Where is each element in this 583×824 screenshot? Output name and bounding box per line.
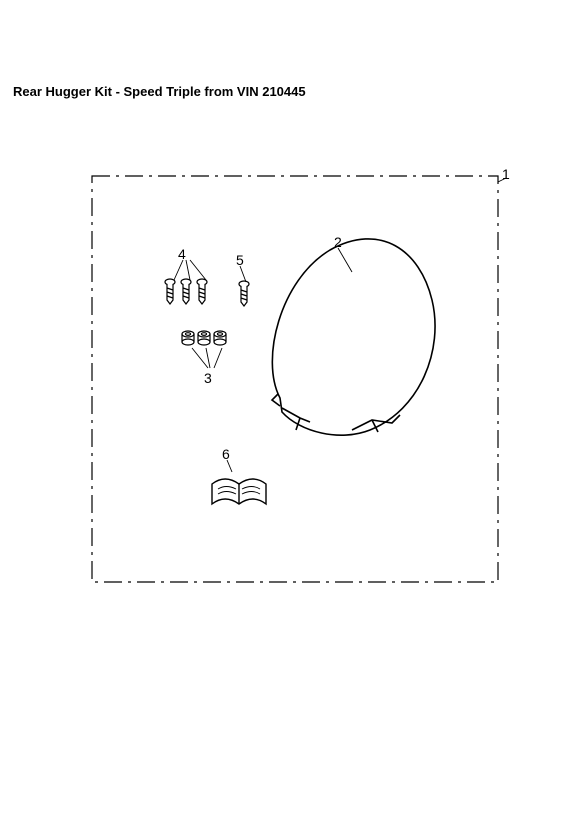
callout-5: 5 [236, 252, 244, 268]
diagram-svg [0, 0, 583, 824]
callout-6: 6 [222, 446, 230, 462]
callout-1: 1 [502, 166, 510, 182]
manual-icon [212, 479, 266, 504]
screw-icon [165, 279, 175, 304]
nut-icon [182, 331, 194, 345]
screw-item-5 [239, 281, 249, 306]
nut-icon [198, 331, 210, 345]
callout-3: 3 [204, 370, 212, 386]
nuts-group-3 [182, 331, 226, 345]
nut-icon [214, 331, 226, 345]
callout-2: 2 [334, 234, 342, 250]
screws-group-4 [165, 279, 207, 304]
callout-4: 4 [178, 246, 186, 262]
screw-icon [181, 279, 191, 304]
page: Rear Hugger Kit - Speed Triple from VIN … [0, 0, 583, 824]
screw-icon [197, 279, 207, 304]
hugger-part [272, 239, 435, 435]
